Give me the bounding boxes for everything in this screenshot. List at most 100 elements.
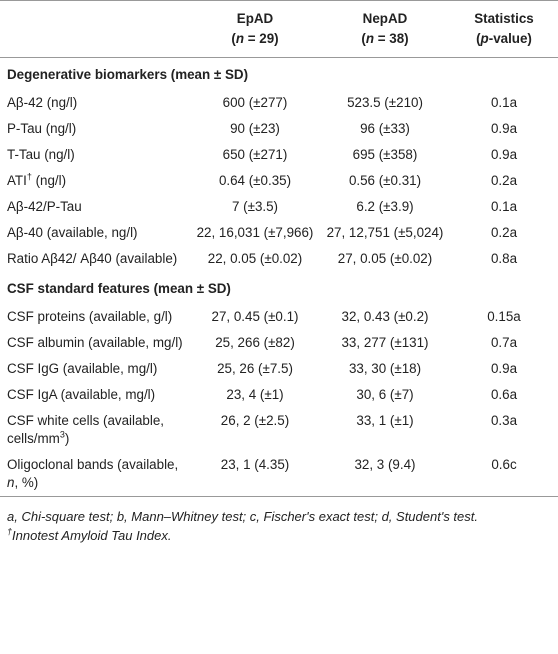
cell: 33, 30 (±18) (320, 356, 450, 382)
text: 23, 1 (4.35) (220, 457, 290, 472)
superscript: † (26, 171, 32, 182)
section-row: Degenerative biomarkers (mean ± SD) (0, 58, 558, 91)
text: 0.56 (±0.31) (348, 173, 422, 188)
data-row: CSF white cells (available, cells/mm3) 26… (0, 408, 558, 452)
text: Aβ-42 (ng/l) (7, 95, 78, 110)
cell: 27, 0.05 (±0.02) (320, 246, 450, 272)
header-row: EpAD (n = 29) NepAD (n = 38) Statistics (p-va… (0, 0, 558, 58)
text: 33, 30 (±18) (348, 361, 422, 376)
cell: 0.9a (450, 356, 558, 382)
text: CSF albumin (available, mg/l) (7, 335, 183, 350)
footnote: †Innotest Amyloid Tau Index. (7, 526, 551, 545)
italic-run: Innotest Amyloid Tau Index. (12, 528, 172, 543)
text: 90 (±23) (230, 121, 280, 136)
cell: 0.15a (450, 304, 558, 330)
section-title: CSF standard features (mean ± SD) (7, 281, 231, 296)
row-label: CSF albumin (available, mg/l) (0, 330, 190, 356)
cell: 650 (±271) (190, 142, 320, 168)
row-label: CSF proteins (available, g/l) (0, 304, 190, 330)
cell: 0.2a (450, 220, 558, 246)
text-run: -value) (488, 31, 532, 46)
cell: 22, 16,031 (±7,966) (190, 220, 320, 246)
text: 22, 0.05 (±0.02) (207, 251, 303, 266)
data-table: EpAD (n = 29) NepAD (n = 38) Statistics (p-va… (0, 0, 558, 497)
text: 0.6a (490, 387, 518, 402)
cell: 90 (±23) (190, 116, 320, 142)
cell: 6.2 (±3.9) (320, 194, 450, 220)
text: 600 (±277) (222, 95, 288, 110)
text: 695 (±358) (352, 147, 418, 162)
cell: 32, 0.43 (±0.2) (320, 304, 450, 330)
text-run: ( (231, 31, 236, 46)
text-run: Oligoclonal bands (available, (7, 457, 179, 472)
text: 22, 16,031 (±7,966) (196, 225, 314, 240)
cell: 523.5 (±210) (320, 90, 450, 116)
header-cell: NepAD (n = 38) (320, 0, 450, 58)
text: 0.2a (490, 173, 518, 188)
footnote: a, Chi-square test; b, Mann–Whitney test… (7, 507, 551, 526)
text: P-Tau (ng/l) (7, 121, 77, 136)
text: 0.1a (490, 199, 518, 214)
text: 0.15a (487, 309, 521, 324)
text-run: Statistics (474, 11, 534, 26)
italic-run: p (480, 31, 489, 46)
section-row: CSF standard features (mean ± SD) (0, 272, 558, 304)
row-label: P-Tau (ng/l) (0, 116, 190, 142)
text: 23, 4 (±1) (226, 387, 284, 402)
text: 25, 266 (±82) (215, 335, 295, 350)
cell: 0.8a (450, 246, 558, 272)
row-label: T-Tau (ng/l) (0, 142, 190, 168)
row-label: Aβ-42 (ng/l) (0, 90, 190, 116)
italic-run: n (7, 475, 15, 490)
text: 0.3a (490, 413, 518, 428)
cell: 0.64 (±0.35) (190, 168, 320, 194)
text-run: ( (476, 31, 481, 46)
row-label: Oligoclonal bands (available, n, %) (0, 452, 190, 497)
row-label: Ratio Aβ42/ Aβ40 (available) (0, 246, 190, 272)
data-row: CSF IgA (available, mg/l) 23, 4 (±1) 30, 6… (0, 382, 558, 408)
text: 0.9a (490, 147, 518, 162)
italic-run: n (365, 31, 375, 46)
table-body: Degenerative biomarkers (mean ± SD) Aβ-42… (0, 58, 558, 497)
text: 96 (±33) (360, 121, 410, 136)
cell: 0.9a (450, 142, 558, 168)
cell: 32, 3 (9.4) (320, 452, 450, 497)
header-line: (p-value) (456, 29, 552, 49)
text: 0.9a (490, 361, 518, 376)
row-label: ATI† (ng/l) (0, 168, 190, 194)
cell: 96 (±33) (320, 116, 450, 142)
cell: 23, 4 (±1) (190, 382, 320, 408)
header-line: (n = 29) (196, 29, 314, 49)
text-run: EpAD (236, 11, 274, 26)
row-label: CSF IgG (available, mg/l) (0, 356, 190, 382)
cell: 0.7a (450, 330, 558, 356)
data-row: CSF IgG (available, mg/l) 25, 26 (±7.5) 33… (0, 356, 558, 382)
cell: 0.6c (450, 452, 558, 497)
text-run: = 38) (374, 31, 409, 46)
text: 0.1a (490, 95, 518, 110)
text: 33, 277 (±131) (341, 335, 429, 350)
text: 27, 0.45 (±0.1) (211, 309, 299, 324)
text: 523.5 (±210) (347, 95, 423, 110)
data-row: P-Tau (ng/l) 90 (±23) 96 (±33) 0.9a (0, 116, 558, 142)
cell: 30, 6 (±7) (320, 382, 450, 408)
header-cell-empty (0, 0, 190, 58)
cell: 22, 0.05 (±0.02) (190, 246, 320, 272)
text: 0.8a (490, 251, 518, 266)
table-figure: EpAD (n = 29) NepAD (n = 38) Statistics (p-va… (0, 0, 558, 545)
italic-run: n (235, 31, 245, 46)
text: 27, 0.05 (±0.02) (337, 251, 433, 266)
text-run: ( (361, 31, 366, 46)
text-run: ATI (7, 173, 27, 188)
data-row: CSF albumin (available, mg/l) 25, 266 (±8… (0, 330, 558, 356)
text: 30, 6 (±7) (356, 387, 414, 402)
text: 0.9a (490, 121, 518, 136)
cell: 33, 1 (±1) (320, 408, 450, 452)
superscript: 3 (59, 429, 65, 440)
cell: 0.56 (±0.31) (320, 168, 450, 194)
text-run: CSF white cells (available, cells/mm (7, 413, 165, 446)
cell: 0.1a (450, 90, 558, 116)
data-row: T-Tau (ng/l) 650 (±271) 695 (±358) 0.9a (0, 142, 558, 168)
data-row: Aβ-42 (ng/l) 600 (±277) 523.5 (±210) 0.1a (0, 90, 558, 116)
header-cell: Statistics (p-value) (450, 0, 558, 58)
